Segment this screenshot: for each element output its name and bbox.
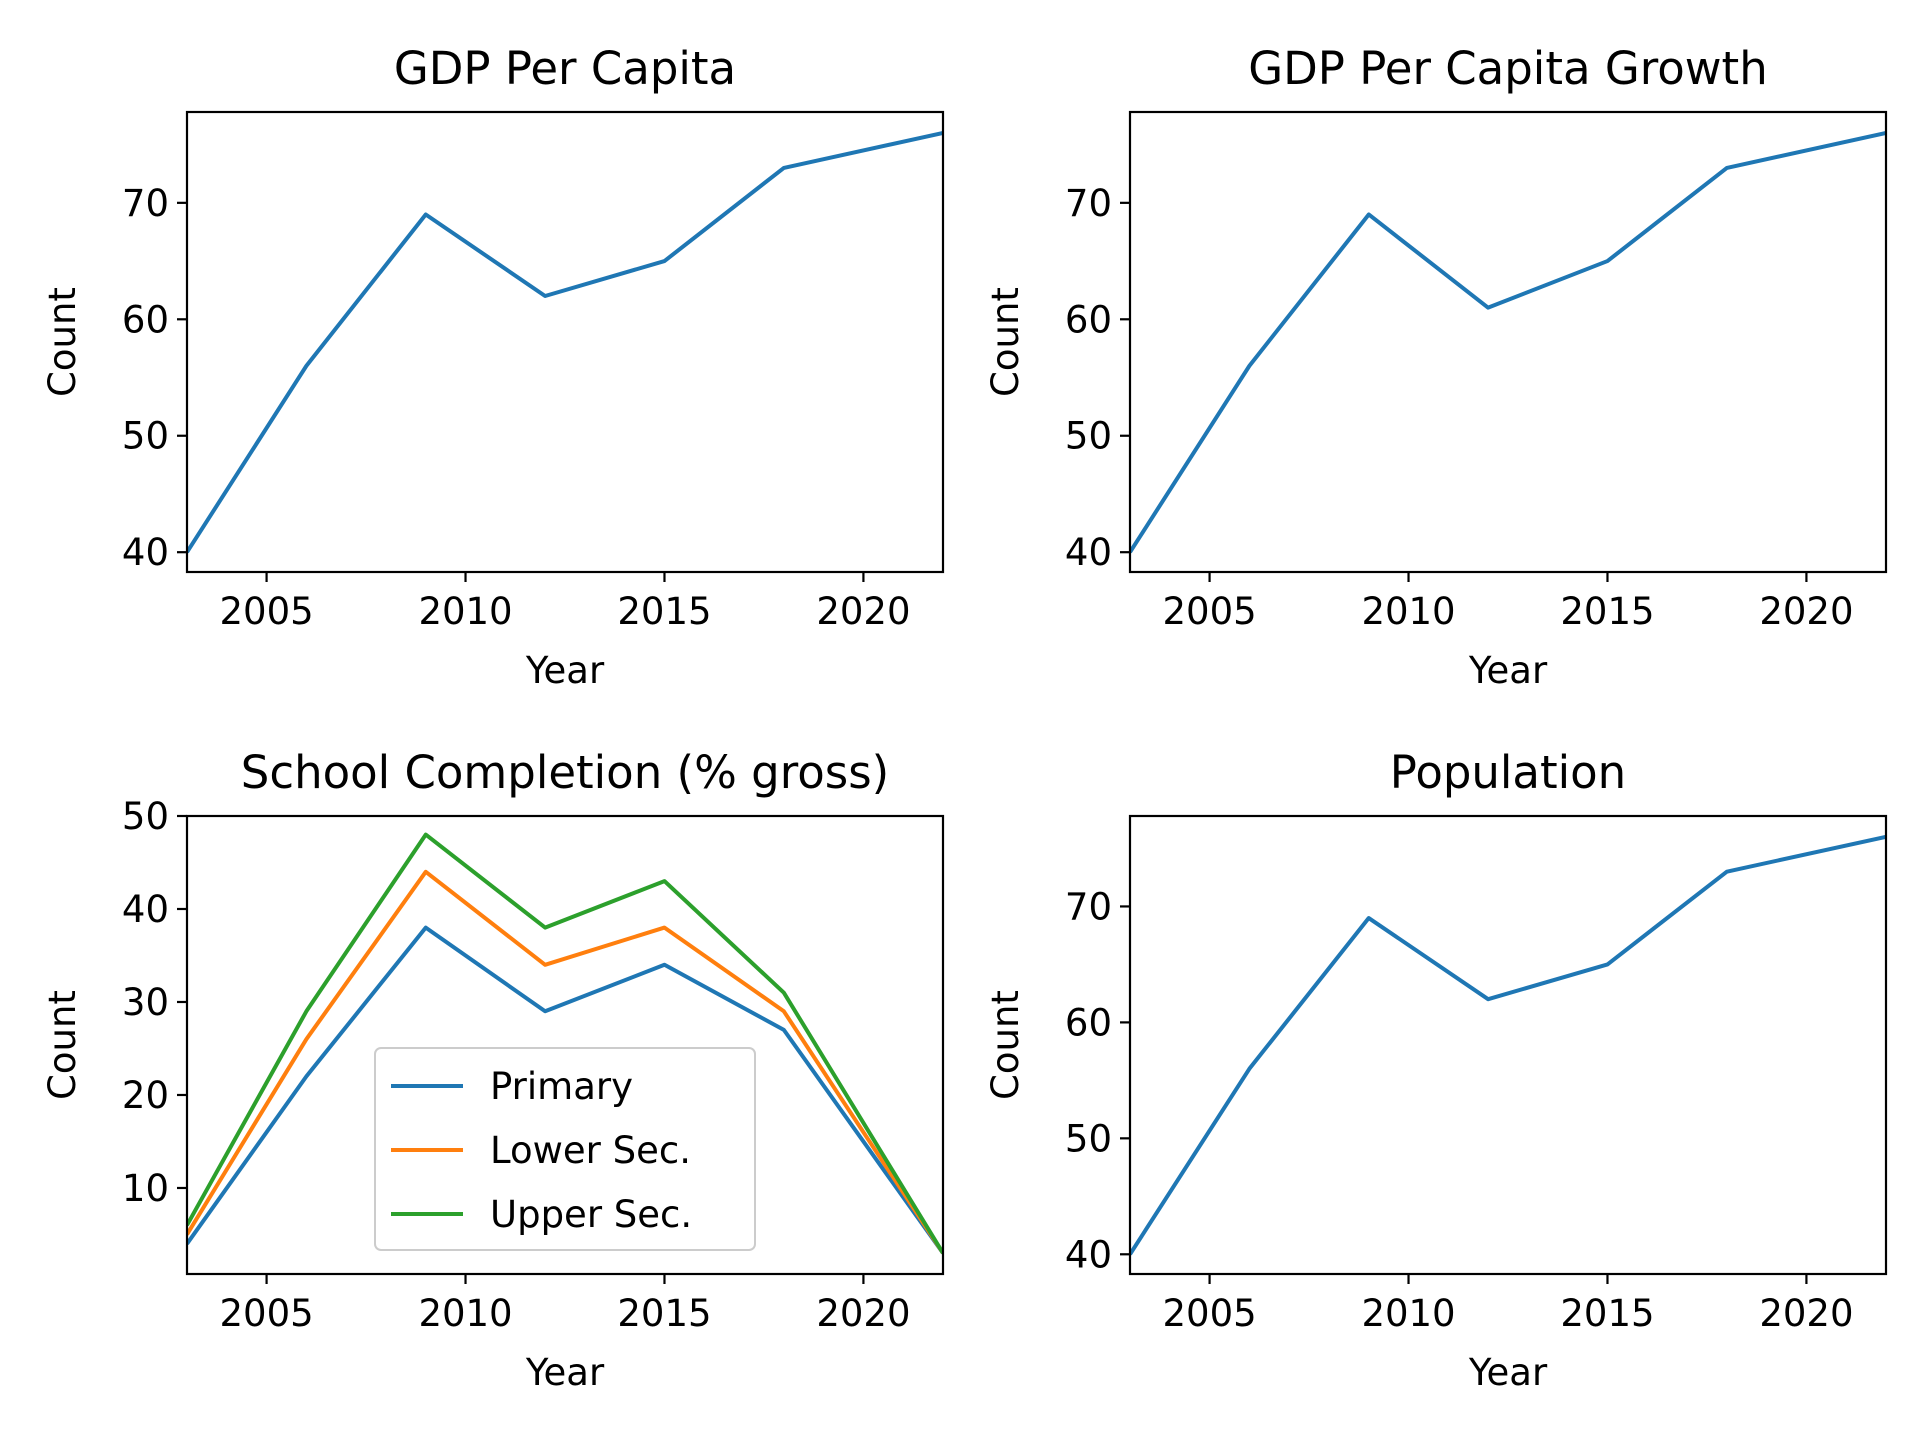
y-tick-label: 20 bbox=[122, 1074, 169, 1117]
y-tick-label: 70 bbox=[1065, 182, 1112, 225]
x-tick-label: 2020 bbox=[816, 1292, 910, 1335]
y-tick-label: 70 bbox=[1065, 885, 1112, 928]
y-axis-label: Count bbox=[41, 287, 84, 397]
x-tick-label: 2020 bbox=[1759, 1292, 1853, 1335]
subplot-3: 2005 2010 2015 2020 10 20 30 40 50 School Complet… bbox=[41, 746, 945, 1394]
chart-title: School Completion (% gross) bbox=[241, 746, 889, 799]
y-tick-label: 40 bbox=[122, 888, 169, 931]
x-axis-label: Year bbox=[525, 1351, 605, 1394]
x-tick-label: 2005 bbox=[219, 590, 313, 633]
y-tick-label: 10 bbox=[122, 1167, 169, 1210]
legend-label: Upper Sec. bbox=[490, 1193, 692, 1236]
x-tick-label: 2010 bbox=[418, 1292, 512, 1335]
x-tick-label: 2005 bbox=[219, 1292, 313, 1335]
x-tick-label: 2015 bbox=[1560, 1292, 1654, 1335]
subplot-4: 2005 2010 2015 2020 40 50 60 70 Population Year Co… bbox=[984, 746, 1888, 1394]
chart-title: GDP Per Capita Growth bbox=[1248, 42, 1767, 95]
y-tick-label: 50 bbox=[122, 415, 169, 458]
series-line-lower-sec bbox=[187, 869, 943, 1255]
y-tick-label: 60 bbox=[1065, 1001, 1112, 1044]
y-tick-label: 40 bbox=[1065, 531, 1112, 574]
series-line-1 bbox=[1130, 131, 1886, 554]
chart-title: GDP Per Capita bbox=[394, 42, 736, 95]
chart-title: Population bbox=[1390, 746, 1626, 799]
x-tick-label: 2015 bbox=[617, 1292, 711, 1335]
plot-frame bbox=[185, 814, 945, 1276]
x-tick-label: 2020 bbox=[1759, 590, 1853, 633]
series-line-1 bbox=[187, 131, 943, 554]
y-tick-label: 60 bbox=[1065, 298, 1112, 341]
series-line-1 bbox=[1130, 834, 1886, 1256]
series-line-upper-sec bbox=[187, 832, 943, 1255]
y-tick-label: 50 bbox=[1065, 1117, 1112, 1160]
series-line-primary bbox=[187, 925, 943, 1255]
x-tick-label: 2005 bbox=[1162, 1292, 1256, 1335]
y-tick-label: 70 bbox=[122, 182, 169, 225]
x-tick-label: 2010 bbox=[418, 590, 512, 633]
x-axis-label: Year bbox=[1468, 1351, 1548, 1394]
x-tick-label: 2010 bbox=[1361, 1292, 1455, 1335]
subplot-2: 2005 2010 2015 2020 40 50 60 70 GDP Per Capita G… bbox=[984, 42, 1888, 692]
x-tick-label: 2015 bbox=[617, 590, 711, 633]
y-tick-label: 50 bbox=[122, 795, 169, 838]
y-tick-label: 30 bbox=[122, 981, 169, 1024]
x-axis-label: Year bbox=[525, 649, 605, 692]
legend-label: Lower Sec. bbox=[490, 1129, 691, 1172]
plot-frame bbox=[1128, 814, 1888, 1276]
y-tick-label: 50 bbox=[1065, 415, 1112, 458]
plot-frame bbox=[185, 110, 945, 574]
y-tick-label: 40 bbox=[122, 531, 169, 574]
x-axis-label: Year bbox=[1468, 649, 1548, 692]
x-tick-label: 2005 bbox=[1162, 590, 1256, 633]
subplot-1: 2005 2010 2015 2020 40 50 60 70 GDP Per Capita Ye… bbox=[41, 42, 945, 692]
y-axis-label: Count bbox=[984, 990, 1027, 1100]
legend-box bbox=[374, 1047, 756, 1251]
y-tick-label: 60 bbox=[122, 298, 169, 341]
x-tick-label: 2020 bbox=[816, 590, 910, 633]
legend: Primary Lower Sec. Upper Sec. bbox=[374, 1047, 756, 1251]
legend-label: Primary bbox=[490, 1065, 633, 1108]
x-tick-label: 2015 bbox=[1560, 590, 1654, 633]
plot-frame bbox=[1128, 110, 1888, 574]
y-tick-label: 40 bbox=[1065, 1233, 1112, 1276]
x-tick-label: 2010 bbox=[1361, 590, 1455, 633]
y-axis-label: Count bbox=[41, 990, 84, 1100]
y-axis-label: Count bbox=[984, 287, 1027, 397]
